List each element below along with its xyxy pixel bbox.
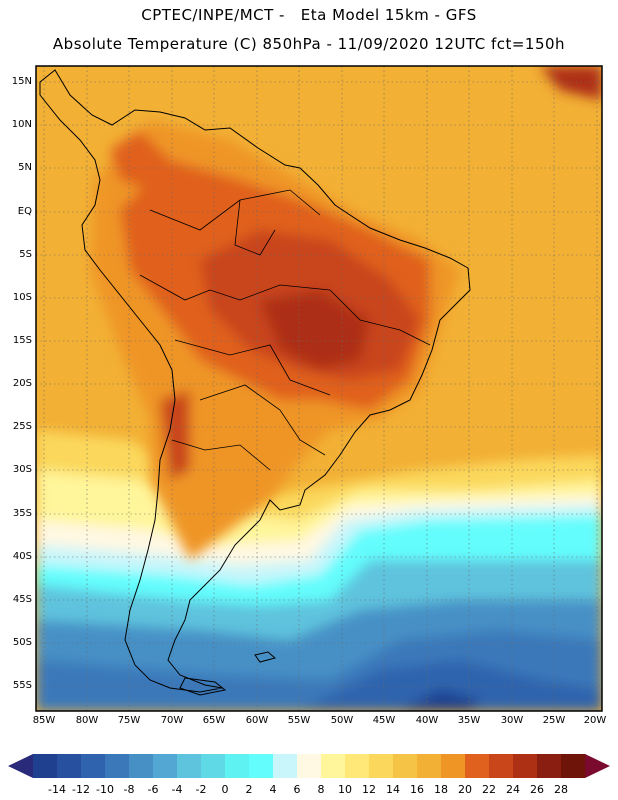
colorbar-left-tip bbox=[8, 754, 33, 778]
colorbar-swatch bbox=[81, 754, 106, 778]
colorbar-swatch bbox=[225, 754, 250, 778]
falklands-outline bbox=[254, 651, 277, 663]
colorbar-tick-label: 2 bbox=[245, 783, 253, 796]
colorbar-tick-label: 26 bbox=[530, 783, 544, 796]
lat-label: 30S bbox=[12, 464, 32, 475]
colorbar-swatch bbox=[105, 754, 130, 778]
colorbar-swatch bbox=[153, 754, 178, 778]
colorbar-swatch bbox=[561, 754, 586, 778]
tierra-del-fuego-outline bbox=[179, 677, 227, 696]
lat-label: 25S bbox=[12, 421, 32, 432]
lon-label: 30W bbox=[500, 715, 524, 726]
lon-label: 20W bbox=[583, 715, 607, 726]
colorbar-tick-label: -2 bbox=[195, 783, 207, 796]
colorbar-tick-label: 0 bbox=[221, 783, 229, 796]
lat-label: 50S bbox=[12, 637, 32, 648]
colorbar-swatch bbox=[537, 754, 562, 778]
lon-label: 55W bbox=[287, 715, 311, 726]
colorbar-swatch bbox=[273, 754, 298, 778]
colorbar-swatch bbox=[177, 754, 202, 778]
colorbar-swatch bbox=[297, 754, 322, 778]
colorbar-tick-label: 22 bbox=[482, 783, 496, 796]
colorbar-right-tip bbox=[585, 754, 610, 778]
colorbar-swatch bbox=[513, 754, 538, 778]
colorbar-tick-label: 24 bbox=[506, 783, 520, 796]
colorbar-tick-label: -12 bbox=[72, 783, 90, 796]
lat-label: 15S bbox=[12, 335, 32, 346]
lat-label: 55S bbox=[12, 680, 32, 691]
colorbar-tick-label: 8 bbox=[317, 783, 325, 796]
colorbar-tick-label: 14 bbox=[386, 783, 400, 796]
colorbar-swatch bbox=[465, 754, 490, 778]
lat-label: 5S bbox=[19, 249, 32, 260]
colorbar-tick-label: 28 bbox=[554, 783, 568, 796]
chart-title-line-1: CPTEC/INPE/MCT - Eta Model 15km - GFS bbox=[141, 6, 477, 24]
colorbar-tick-label: -14 bbox=[48, 783, 66, 796]
colorbar-swatch bbox=[417, 754, 442, 778]
colorbar-tick-label: 16 bbox=[410, 783, 424, 796]
lon-label: 60W bbox=[245, 715, 269, 726]
map-frame bbox=[35, 65, 603, 712]
lat-label: EQ bbox=[17, 206, 32, 217]
colorbar-tick-label: 20 bbox=[458, 783, 472, 796]
lon-label: 65W bbox=[202, 715, 226, 726]
colorbar-swatch bbox=[345, 754, 370, 778]
colorbar-tick-label: -8 bbox=[123, 783, 135, 796]
country-borders bbox=[139, 189, 431, 471]
lon-label: 70W bbox=[160, 715, 184, 726]
colorbar-tick-label: 10 bbox=[338, 783, 352, 796]
colorbar-tick-label: 12 bbox=[362, 783, 376, 796]
lat-label: 10S bbox=[12, 292, 32, 303]
colorbar-tick-label: 18 bbox=[434, 783, 448, 796]
lon-label: 45W bbox=[372, 715, 396, 726]
lat-label: 15N bbox=[11, 76, 32, 87]
colorbar-tick-label: -10 bbox=[96, 783, 114, 796]
colorbar-swatch bbox=[129, 754, 154, 778]
colorbar-swatch bbox=[249, 754, 274, 778]
lat-label: 45S bbox=[12, 594, 32, 605]
colorbar-swatch bbox=[57, 754, 82, 778]
colorbar-tick-label: -6 bbox=[147, 783, 159, 796]
colorbar bbox=[8, 754, 610, 778]
lat-label: 35S bbox=[12, 508, 32, 519]
lon-label: 35W bbox=[457, 715, 481, 726]
chart-title-line-2: Absolute Temperature (C) 850hPa - 11/09/… bbox=[52, 35, 566, 53]
colorbar-swatch bbox=[201, 754, 226, 778]
colorbar-tick-label: 4 bbox=[269, 783, 277, 796]
colorbar-swatch bbox=[489, 754, 514, 778]
lon-label: 80W bbox=[75, 715, 99, 726]
south-america-coastline bbox=[39, 69, 471, 693]
lat-label: 10N bbox=[11, 119, 32, 130]
lat-label: 40S bbox=[12, 551, 32, 562]
colorbar-tick-label: 6 bbox=[293, 783, 301, 796]
lat-label: 20S bbox=[12, 378, 32, 389]
lon-label: 75W bbox=[117, 715, 141, 726]
lat-label: 5N bbox=[18, 162, 32, 173]
colorbar-swatch bbox=[321, 754, 346, 778]
temperature-field bbox=[36, 66, 602, 711]
lon-label: 85W bbox=[32, 715, 56, 726]
lon-label: 40W bbox=[415, 715, 439, 726]
colorbar-swatch bbox=[441, 754, 466, 778]
colorbar-swatch bbox=[393, 754, 418, 778]
lon-label: 25W bbox=[542, 715, 566, 726]
colorbar-tick-label: -4 bbox=[171, 783, 183, 796]
colorbar-swatch bbox=[369, 754, 394, 778]
lon-label: 50W bbox=[330, 715, 354, 726]
colorbar-swatch bbox=[33, 754, 58, 778]
